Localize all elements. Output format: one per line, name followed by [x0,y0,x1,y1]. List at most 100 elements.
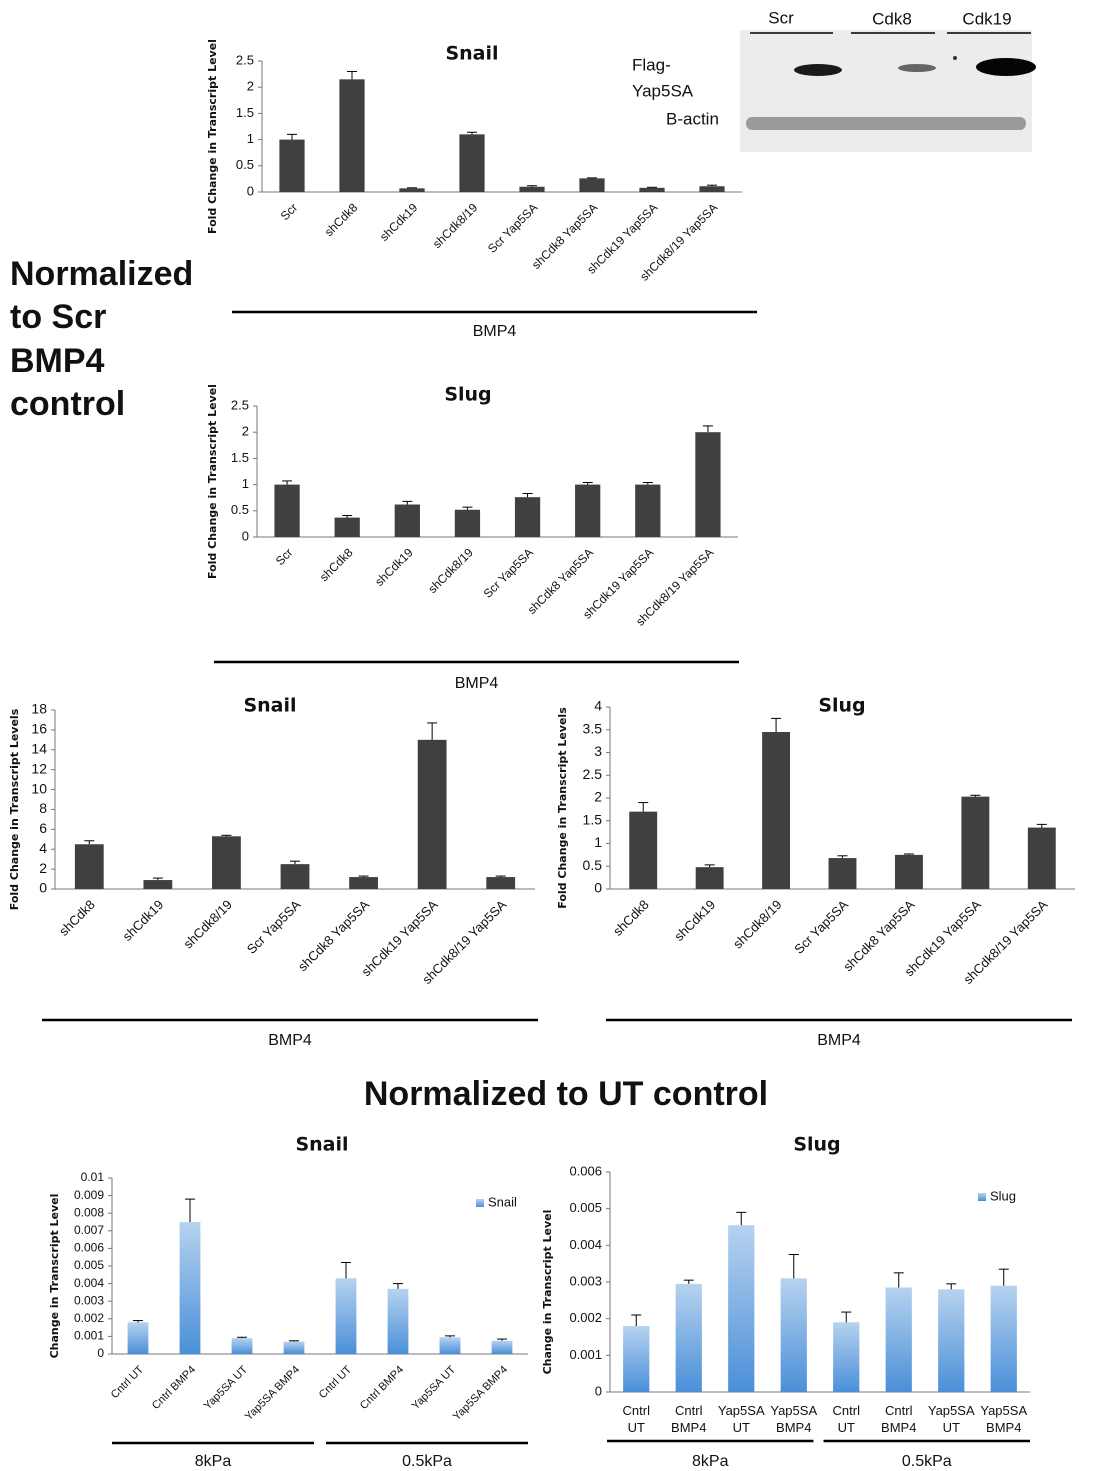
error-bar [347,71,357,79]
label-line: UT [733,1420,750,1435]
panel-label: BMP4 [10,342,105,380]
bar [274,485,299,537]
y-axis-label: Change in Transcript Level [541,1210,554,1375]
error-bar [342,516,352,518]
x-tick-label: shCdk8 [317,545,356,584]
bar [388,1289,409,1354]
y-tick-label: 2 [242,424,249,439]
error-bar [496,876,506,877]
bar [635,485,660,537]
bar [399,188,424,192]
x-tick-label: Scr Yap5SA [485,200,540,255]
error-bar [185,1199,195,1222]
label-line: BMP4 [986,1420,1021,1435]
x-tick-label: shCdk8/19 [425,545,476,596]
bar [938,1289,964,1392]
x-tick-label: Cntrl BMP4 [358,1364,406,1412]
error-bar [467,132,477,134]
bar [886,1288,912,1393]
blot-background [740,30,1032,152]
error-bar [282,481,292,485]
legend-swatch [476,1199,484,1207]
western-blot: Scr Cdk8 Cdk19 Flag- Yap5SA B-actin [632,8,1036,152]
error-bar [638,803,648,812]
bar [335,518,360,537]
error-bar [736,1212,746,1225]
error-bar [359,876,369,877]
row-label: Flag- [632,55,671,74]
error-bar [287,134,297,139]
error-bar [393,1284,403,1289]
y-tick-label: 0.004 [74,1276,104,1290]
y-tick-label: 18 [31,701,47,717]
y-tick-label: 0.007 [74,1223,104,1237]
y-tick-label: 16 [31,721,47,737]
y-tick-label: 0.001 [569,1347,602,1362]
error-bar [707,185,717,186]
error-bar [221,835,231,836]
label-line: BMP4 [881,1420,916,1435]
label-line: Yap5SA [718,1403,765,1418]
x-tick-label: shCdk8 [56,897,98,939]
bar [829,858,857,889]
y-tick-label: 0.002 [74,1311,104,1325]
y-tick-label: 0.001 [74,1329,104,1343]
bar [339,79,364,192]
group-label: 0.5kPa [902,1453,952,1470]
x-tick-label: Scr Yap5SA [244,897,304,957]
chart-title: Snail [445,43,498,65]
y-tick-label: 2.5 [236,52,254,67]
row-label: B-actin [666,109,719,128]
error-bar [631,1315,641,1326]
y-tick-label: 0 [594,880,602,896]
error-bar [643,483,653,485]
y-tick-label: 0.004 [569,1237,602,1252]
group-label: 0.5kPa [402,1453,452,1470]
bar [833,1322,859,1392]
y-axis-label: Fold Change in Transcript Level [206,39,219,234]
bar [455,510,480,537]
x-tick-label: Scr [273,545,296,568]
error-bar [970,795,980,796]
y-tick-label: 0.003 [569,1273,602,1288]
bar [418,740,447,889]
lane-label: Scr [768,8,794,27]
y-tick-label: 0 [247,183,254,198]
label-line: Yap5SA [770,1403,817,1418]
y-tick-label: 0.006 [74,1241,104,1255]
error-bar [841,1312,851,1322]
error-bar [838,856,848,858]
y-axis-label: Fold Change in Transcript Levels [8,708,21,910]
y-tick-label: 0.5 [583,857,603,873]
error-bar [789,1255,799,1279]
bar [279,140,304,192]
x-tick-label: Scr Yap5SA [791,897,851,957]
error-bar [999,1269,1009,1286]
bar [395,505,420,537]
x-tick-label: shCdk8/19 [180,897,235,952]
error-bar [705,865,715,867]
bar [695,432,720,537]
bar [143,880,172,889]
error-bar [684,1280,694,1284]
bar [639,188,664,192]
x-tick-label: Yap5SA UT [202,1364,251,1413]
x-tick-label: shCdk19 [671,897,718,944]
y-tick-label: 0.5 [231,502,249,517]
y-tick-label: 12 [31,760,47,776]
bar [575,485,600,537]
bar [349,877,378,889]
label-line: Cntrl [833,1403,861,1418]
y-axis-label: Change in Transcript Level [48,1194,61,1359]
error-bar [904,854,914,855]
y-tick-label: 0 [595,1383,602,1398]
label-line: BMP4 [671,1420,706,1435]
y-tick-label: 0.002 [569,1310,602,1325]
bar [336,1278,357,1354]
y-tick-label: 1 [247,131,254,146]
y-tick-label: 0 [39,880,47,896]
y-tick-label: 0.006 [569,1163,602,1178]
